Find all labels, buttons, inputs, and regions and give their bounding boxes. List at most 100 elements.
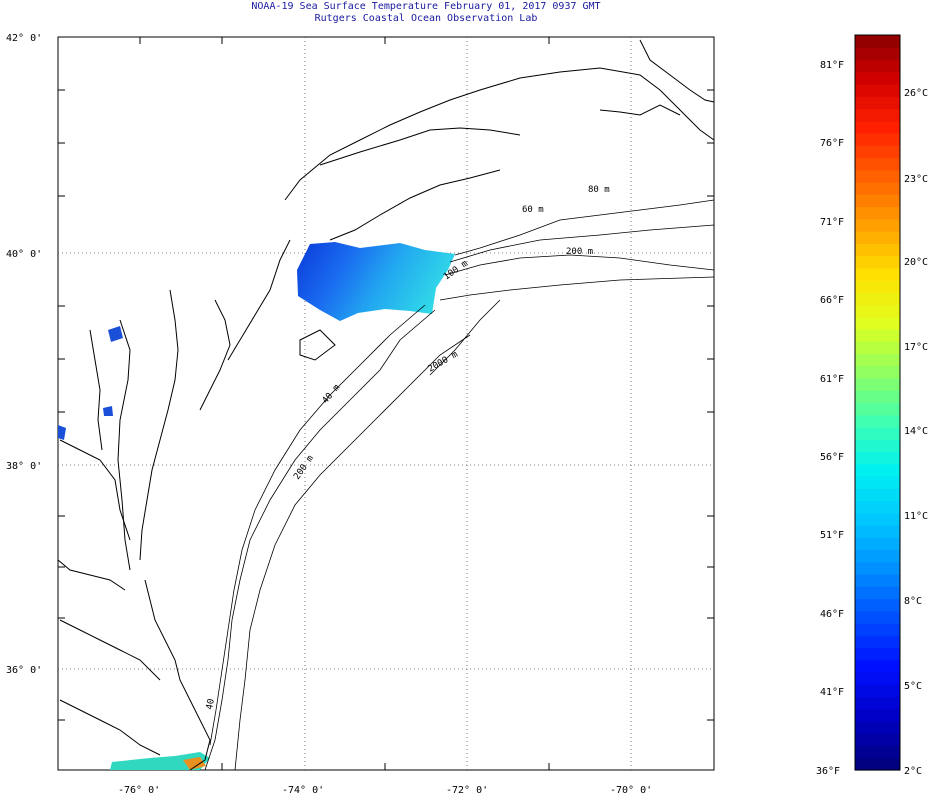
colorbar-f-66: 66°F (820, 295, 844, 306)
colorbar-band (855, 255, 900, 269)
lat-label-38: 38° 0' (6, 461, 42, 472)
colorbar-band (855, 708, 900, 722)
lat-label-36: 36° 0' (6, 665, 42, 676)
colorbar-c-8: 8°C (904, 596, 922, 607)
colorbar-band (855, 390, 900, 404)
colorbar-band (855, 194, 900, 208)
colorbar-frame (854, 34, 901, 771)
colorbar-band (855, 120, 900, 134)
colorbar-band (855, 218, 900, 232)
sst-swath (297, 242, 455, 321)
colorbar-band (855, 623, 900, 636)
map-title: NOAA-19 Sea Surface Temperature February… (251, 1, 601, 12)
colorbar-band (855, 47, 900, 61)
colorbar-band (855, 35, 900, 48)
colorbar-band (855, 96, 900, 110)
colorbar-f-41: 41°F (820, 687, 844, 698)
colorbar-band (855, 329, 900, 342)
colorbar-c-5: 5°C (904, 681, 922, 692)
lon-label-76: -76° 0' (118, 785, 160, 796)
colorbar-band (855, 561, 900, 575)
colorbar-band (855, 414, 900, 428)
colorbar-band (855, 427, 900, 440)
colorbar-band (855, 71, 900, 85)
colorbar-band (855, 59, 900, 73)
coastline (57, 39, 715, 771)
colorbar-band (855, 635, 900, 649)
colorbar-band (855, 647, 900, 661)
colorbar-band (855, 402, 900, 416)
lat-label-40: 40° 0' (6, 249, 42, 260)
colorbar-band (855, 108, 900, 122)
colorbar-band (855, 243, 900, 257)
colorbar-band (855, 598, 900, 612)
lon-label-72: -72° 0' (446, 785, 488, 796)
map-subtitle: Rutgers Coastal Ocean Observation Lab (314, 13, 538, 24)
colorbar-band (855, 525, 900, 538)
colorbar-f-46: 46°F (820, 609, 844, 620)
bathymetry-contours (204, 199, 715, 771)
contour-label-40-south: 40 (205, 698, 217, 710)
colorbar-band (855, 353, 900, 367)
sst-bottom-warm (183, 757, 206, 770)
colorbar-band (855, 537, 900, 551)
colorbar-c-2: 2°C (904, 766, 922, 777)
colorbar-f-51: 51°F (820, 530, 844, 541)
colorbar-band (855, 439, 900, 453)
lon-label-74: -74° 0' (282, 785, 324, 796)
contour-label-200m: 200 m (566, 247, 593, 257)
colorbar-band (855, 463, 900, 477)
sst-small-bay (108, 326, 123, 342)
colorbar-band (855, 500, 900, 514)
colorbar-band (855, 757, 900, 771)
colorbar-c-23: 23°C (904, 174, 928, 185)
colorbar-band (855, 672, 900, 685)
colorbar-band (855, 145, 900, 159)
colorbar-band (855, 659, 900, 673)
colorbar-f-81: 81°F (820, 60, 844, 71)
colorbar-band (855, 684, 900, 698)
colorbar-band (855, 267, 900, 281)
colorbar-band (855, 157, 900, 171)
colorbar-band (855, 451, 900, 465)
colorbar-band (855, 169, 900, 183)
colorbar (855, 35, 900, 771)
colorbar-band (855, 488, 900, 502)
colorbar-band (855, 341, 900, 355)
colorbar-c-26: 26°C (904, 88, 928, 99)
colorbar-band (855, 696, 900, 710)
colorbar-f-36: 36°F (816, 766, 840, 777)
contour-label-80m: 80 m (588, 185, 610, 195)
colorbar-band (855, 378, 900, 391)
colorbar-f-56: 56°F (820, 452, 844, 463)
colorbar-band (855, 182, 900, 195)
colorbar-band (855, 280, 900, 293)
sst-bottom-strip (110, 752, 210, 770)
lon-label-70: -70° 0' (610, 785, 652, 796)
colorbar-band (855, 206, 900, 220)
colorbar-band (855, 610, 900, 624)
sst-small-patch (103, 406, 113, 416)
colorbar-band (855, 574, 900, 587)
sst-small-edge (58, 425, 66, 440)
colorbar-band (855, 292, 900, 306)
colorbar-c-14: 14°C (904, 426, 928, 437)
contour-label-60m: 60 m (522, 205, 544, 215)
colorbar-band (855, 365, 900, 379)
colorbar-c-20: 20°C (904, 257, 928, 268)
colorbar-band (855, 745, 900, 759)
plot-frame (57, 36, 715, 771)
colorbar-f-71: 71°F (820, 217, 844, 228)
axis-ticks (58, 37, 714, 770)
colorbar-band (855, 231, 900, 244)
lat-label-42: 42° 0' (6, 33, 42, 44)
colorbar-band (855, 133, 900, 146)
colorbar-f-61: 61°F (820, 374, 844, 385)
colorbar-band (855, 586, 900, 600)
colorbar-f-76: 76°F (820, 138, 844, 149)
colorbar-band (855, 549, 900, 563)
colorbar-band (855, 733, 900, 747)
colorbar-band (855, 84, 900, 97)
colorbar-band (855, 316, 900, 330)
